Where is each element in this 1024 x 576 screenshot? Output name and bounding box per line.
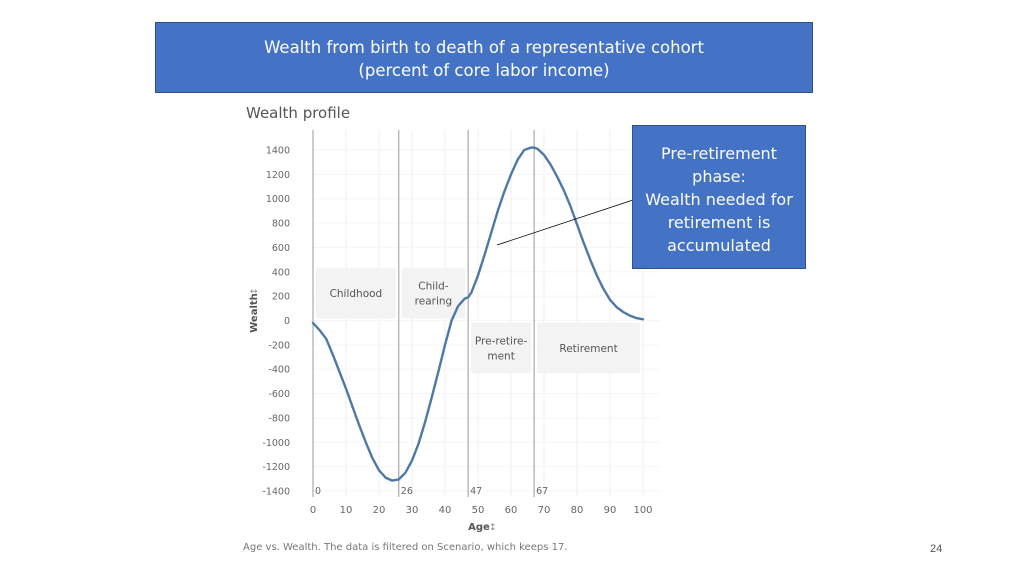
y-tick-label: 400 <box>272 267 290 278</box>
y-tick-label: 1400 <box>266 146 290 157</box>
slide-title-line2: (percent of core labor income) <box>358 61 610 80</box>
y-tick-label: -1000 <box>262 438 290 449</box>
y-tick-label: 1000 <box>266 194 290 205</box>
phase-label: Childhood <box>330 288 383 300</box>
x-axis-sort-icon: ↕ <box>489 523 497 533</box>
phase-label: ment <box>487 350 514 362</box>
chart-title: Wealth profile <box>246 104 351 122</box>
slide-title-line1: Wealth from birth to death of a represen… <box>264 38 704 57</box>
x-tick-label: 40 <box>439 505 452 516</box>
phase-label: Retirement <box>559 343 617 355</box>
y-tick-label: -800 <box>268 413 290 424</box>
y-tick-label: -1400 <box>262 487 290 498</box>
phase-box <box>537 322 640 374</box>
y-tick-label: -400 <box>268 365 290 376</box>
phase-box <box>471 322 532 374</box>
y-tick-label: 600 <box>272 243 290 254</box>
phase-box <box>401 267 466 319</box>
x-tick-label: 60 <box>505 505 518 516</box>
age-marker-label: 47 <box>470 486 482 497</box>
x-tick-label: 0 <box>310 505 316 516</box>
age-marker-label: 26 <box>401 486 413 497</box>
y-axis-sort-icon: ↕ <box>250 287 260 295</box>
y-tick-label: 0 <box>284 316 290 327</box>
chart-caption: Age vs. Wealth. The data is filtered on … <box>243 542 568 553</box>
callout-line: Pre-retirement <box>661 144 777 163</box>
pre-retirement-callout: Pre-retirement phase: Wealth needed for … <box>632 125 806 269</box>
callout-line: retirement is <box>667 213 771 232</box>
y-tick-label: 1200 <box>266 170 290 181</box>
slide-title-box: Wealth from birth to death of a represen… <box>155 22 813 93</box>
phase-label: Child- <box>418 281 448 293</box>
x-axis-title: Age <box>468 522 490 533</box>
x-tick-label: 100 <box>633 505 652 516</box>
wealth-series-line <box>311 146 645 482</box>
y-tick-label: -600 <box>268 389 290 400</box>
page-number: 24 <box>930 543 943 555</box>
x-tick-label: 50 <box>472 505 485 516</box>
callout-line: accumulated <box>667 236 771 255</box>
y-tick-label: -1200 <box>262 462 290 473</box>
y-axis-title: Wealth <box>249 293 260 333</box>
x-tick-label: 30 <box>406 505 419 516</box>
x-tick-label: 20 <box>373 505 386 516</box>
phase-label: rearing <box>415 296 453 308</box>
callout-leader-line <box>496 199 634 246</box>
age-marker-label: 0 <box>315 486 321 497</box>
x-tick-label: 10 <box>340 505 353 516</box>
y-tick-label: 800 <box>272 219 290 230</box>
x-tick-label: 70 <box>538 505 551 516</box>
y-tick-label: 200 <box>272 292 290 303</box>
callout-line: phase: <box>692 167 746 186</box>
callout-line: Wealth needed for <box>645 190 793 209</box>
phase-label: Pre-retire- <box>475 335 528 347</box>
x-tick-label: 90 <box>604 505 617 516</box>
y-tick-label: -200 <box>268 340 290 351</box>
phase-box <box>316 267 396 319</box>
age-marker-label: 67 <box>536 486 548 497</box>
x-tick-label: 80 <box>571 505 584 516</box>
